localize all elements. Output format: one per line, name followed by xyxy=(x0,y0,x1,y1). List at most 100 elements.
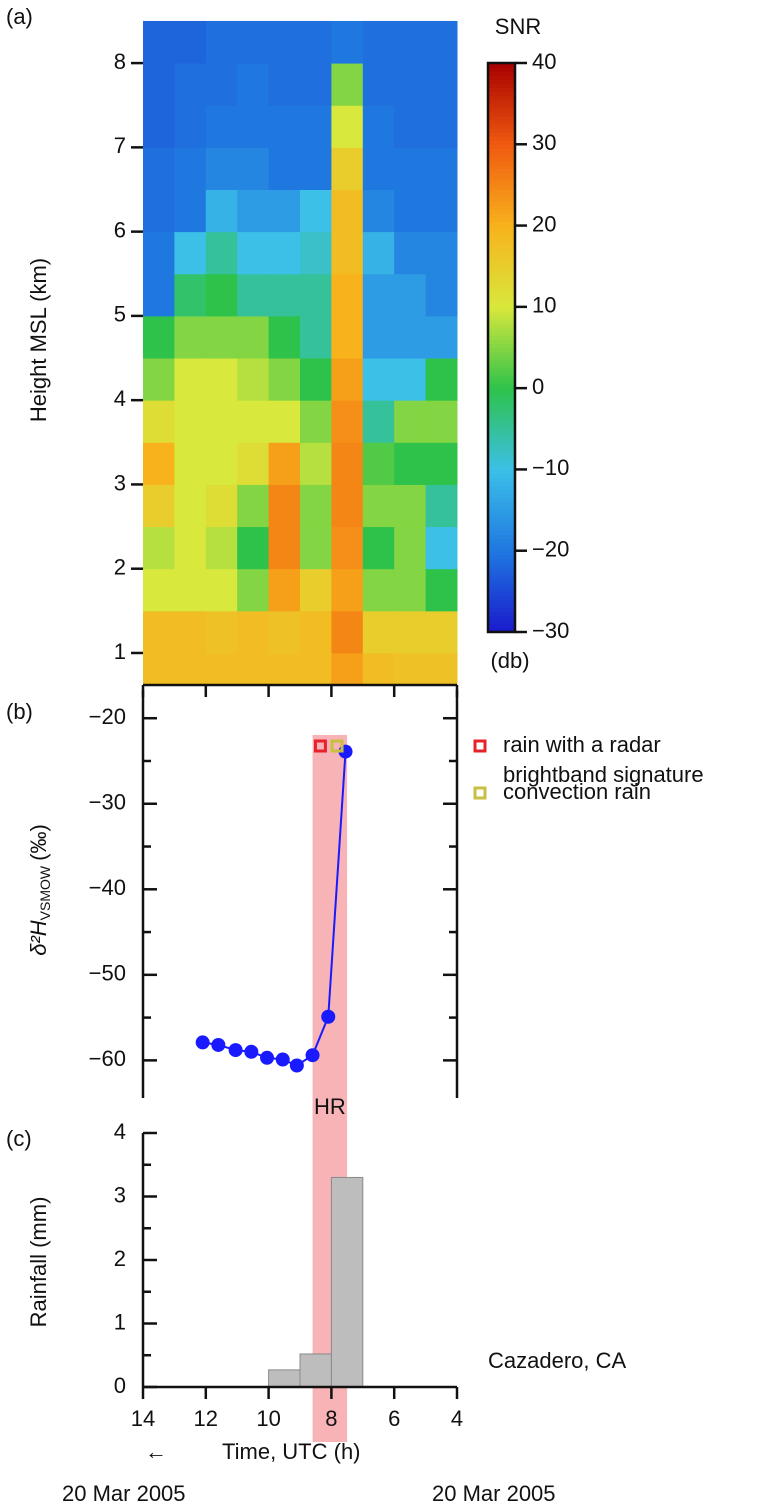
heatmap-cell xyxy=(362,526,395,570)
bar xyxy=(268,1369,301,1388)
heatmap-cell xyxy=(268,526,301,570)
colorbar-step xyxy=(488,526,515,531)
colorbar-step xyxy=(488,408,515,414)
colorbar-step xyxy=(488,83,515,88)
colorbar-step xyxy=(488,91,515,97)
heatmap-cell xyxy=(174,652,207,686)
y-tick-label: 2 xyxy=(114,555,126,580)
colorbar-step xyxy=(488,115,515,121)
colorbar-step xyxy=(488,623,515,629)
colorbar-step xyxy=(488,335,515,340)
bar xyxy=(330,1176,364,1388)
heatmap-cell xyxy=(143,147,175,190)
colorbar-step xyxy=(488,302,515,308)
heatmap-cell xyxy=(143,315,175,359)
event-marker xyxy=(313,739,327,753)
colorbar-step xyxy=(488,510,515,515)
colorbar-frame xyxy=(486,61,517,634)
heatmap-cell xyxy=(205,358,238,401)
heatmap-cell xyxy=(300,231,332,275)
colorbar-step xyxy=(488,119,515,125)
colorbar-step xyxy=(488,205,515,210)
heatmap-cell xyxy=(394,484,427,528)
colorbar-step xyxy=(488,217,515,223)
heatmap-cell xyxy=(331,442,364,485)
heatmap-cell xyxy=(300,568,332,612)
colorbar-tick-label: 40 xyxy=(532,49,556,74)
heatmap-cell xyxy=(143,526,175,570)
bar xyxy=(299,1353,332,1388)
y-tick-label: 2 xyxy=(114,1246,126,1271)
heatmap-cell xyxy=(300,20,332,64)
heatmap-cell xyxy=(237,189,270,233)
heatmap-cell xyxy=(205,147,238,190)
heatmap-cell xyxy=(237,358,270,401)
heatmap-cell xyxy=(300,610,332,654)
heatmap-cell xyxy=(174,189,207,233)
colorbar-step xyxy=(488,164,515,170)
colorbar-step xyxy=(488,319,515,324)
colorbar-step xyxy=(488,95,515,101)
colorbar-step xyxy=(488,176,515,182)
colorbar-step xyxy=(488,278,515,284)
heatmap-cell xyxy=(237,20,270,64)
x-tick-label: 8 xyxy=(325,1406,337,1431)
colorbar-step xyxy=(488,518,515,523)
heatmap-cell xyxy=(143,189,175,233)
heatmap-cell xyxy=(174,63,207,106)
heatmap-cell xyxy=(268,652,301,686)
heatmap-cell xyxy=(237,231,270,275)
heatmap-cell xyxy=(394,610,427,654)
heatmap-cell xyxy=(331,358,364,401)
colorbar-step xyxy=(488,339,515,345)
y-tick-label: −20 xyxy=(89,704,126,729)
heatmap-cell xyxy=(331,20,364,64)
data-point xyxy=(244,1044,259,1059)
colorbar-step xyxy=(488,160,515,166)
colorbar-step xyxy=(488,79,515,84)
highlight-label: HR xyxy=(314,1094,346,1119)
heatmap-cell xyxy=(362,610,395,654)
heatmap-cell xyxy=(174,273,207,317)
heatmap-cell xyxy=(300,526,332,570)
date-label: 20 Mar 2005 xyxy=(432,1481,556,1506)
heatmap-cell xyxy=(425,105,458,148)
colorbar-step xyxy=(488,136,515,141)
colorbar-step xyxy=(488,294,515,300)
heatmap-cell xyxy=(394,652,427,686)
data-point xyxy=(228,1043,243,1058)
heatmap-cell xyxy=(394,20,427,64)
heatmap-cell xyxy=(425,189,458,233)
y-tick-label: 4 xyxy=(114,386,126,411)
colorbar-step xyxy=(488,298,515,304)
heatmap-cell xyxy=(362,400,395,443)
colorbar-step xyxy=(488,254,515,259)
legend-label: brightband signature xyxy=(503,762,704,787)
heatmap-cell xyxy=(174,358,207,401)
colorbar-step xyxy=(488,457,515,462)
colorbar-step xyxy=(488,384,515,389)
colorbar-step xyxy=(488,152,515,158)
panel-label: (b) xyxy=(6,699,33,724)
heatmap-cell xyxy=(237,147,270,190)
legend-label: convection rain xyxy=(503,779,651,804)
heatmap-cell xyxy=(237,652,270,686)
colorbar-step xyxy=(488,197,515,202)
colorbar-step xyxy=(488,550,515,556)
heatmap-cell xyxy=(300,358,332,401)
heatmap-cell xyxy=(331,400,364,443)
heatmap-cell xyxy=(268,442,301,485)
colorbar-step xyxy=(488,347,515,353)
colorbar-step xyxy=(488,306,515,312)
data-point xyxy=(321,1009,336,1024)
colorbar-step xyxy=(488,554,515,560)
colorbar-step xyxy=(488,310,515,316)
heatmap-cell xyxy=(174,400,207,443)
heatmap-cell xyxy=(174,231,207,275)
y-tick-label: −30 xyxy=(89,790,126,815)
heatmap-cell xyxy=(143,231,175,275)
heatmap-cell xyxy=(268,273,301,317)
colorbar-step xyxy=(488,412,515,418)
colorbar-step xyxy=(488,611,515,617)
colorbar-step xyxy=(488,71,515,76)
